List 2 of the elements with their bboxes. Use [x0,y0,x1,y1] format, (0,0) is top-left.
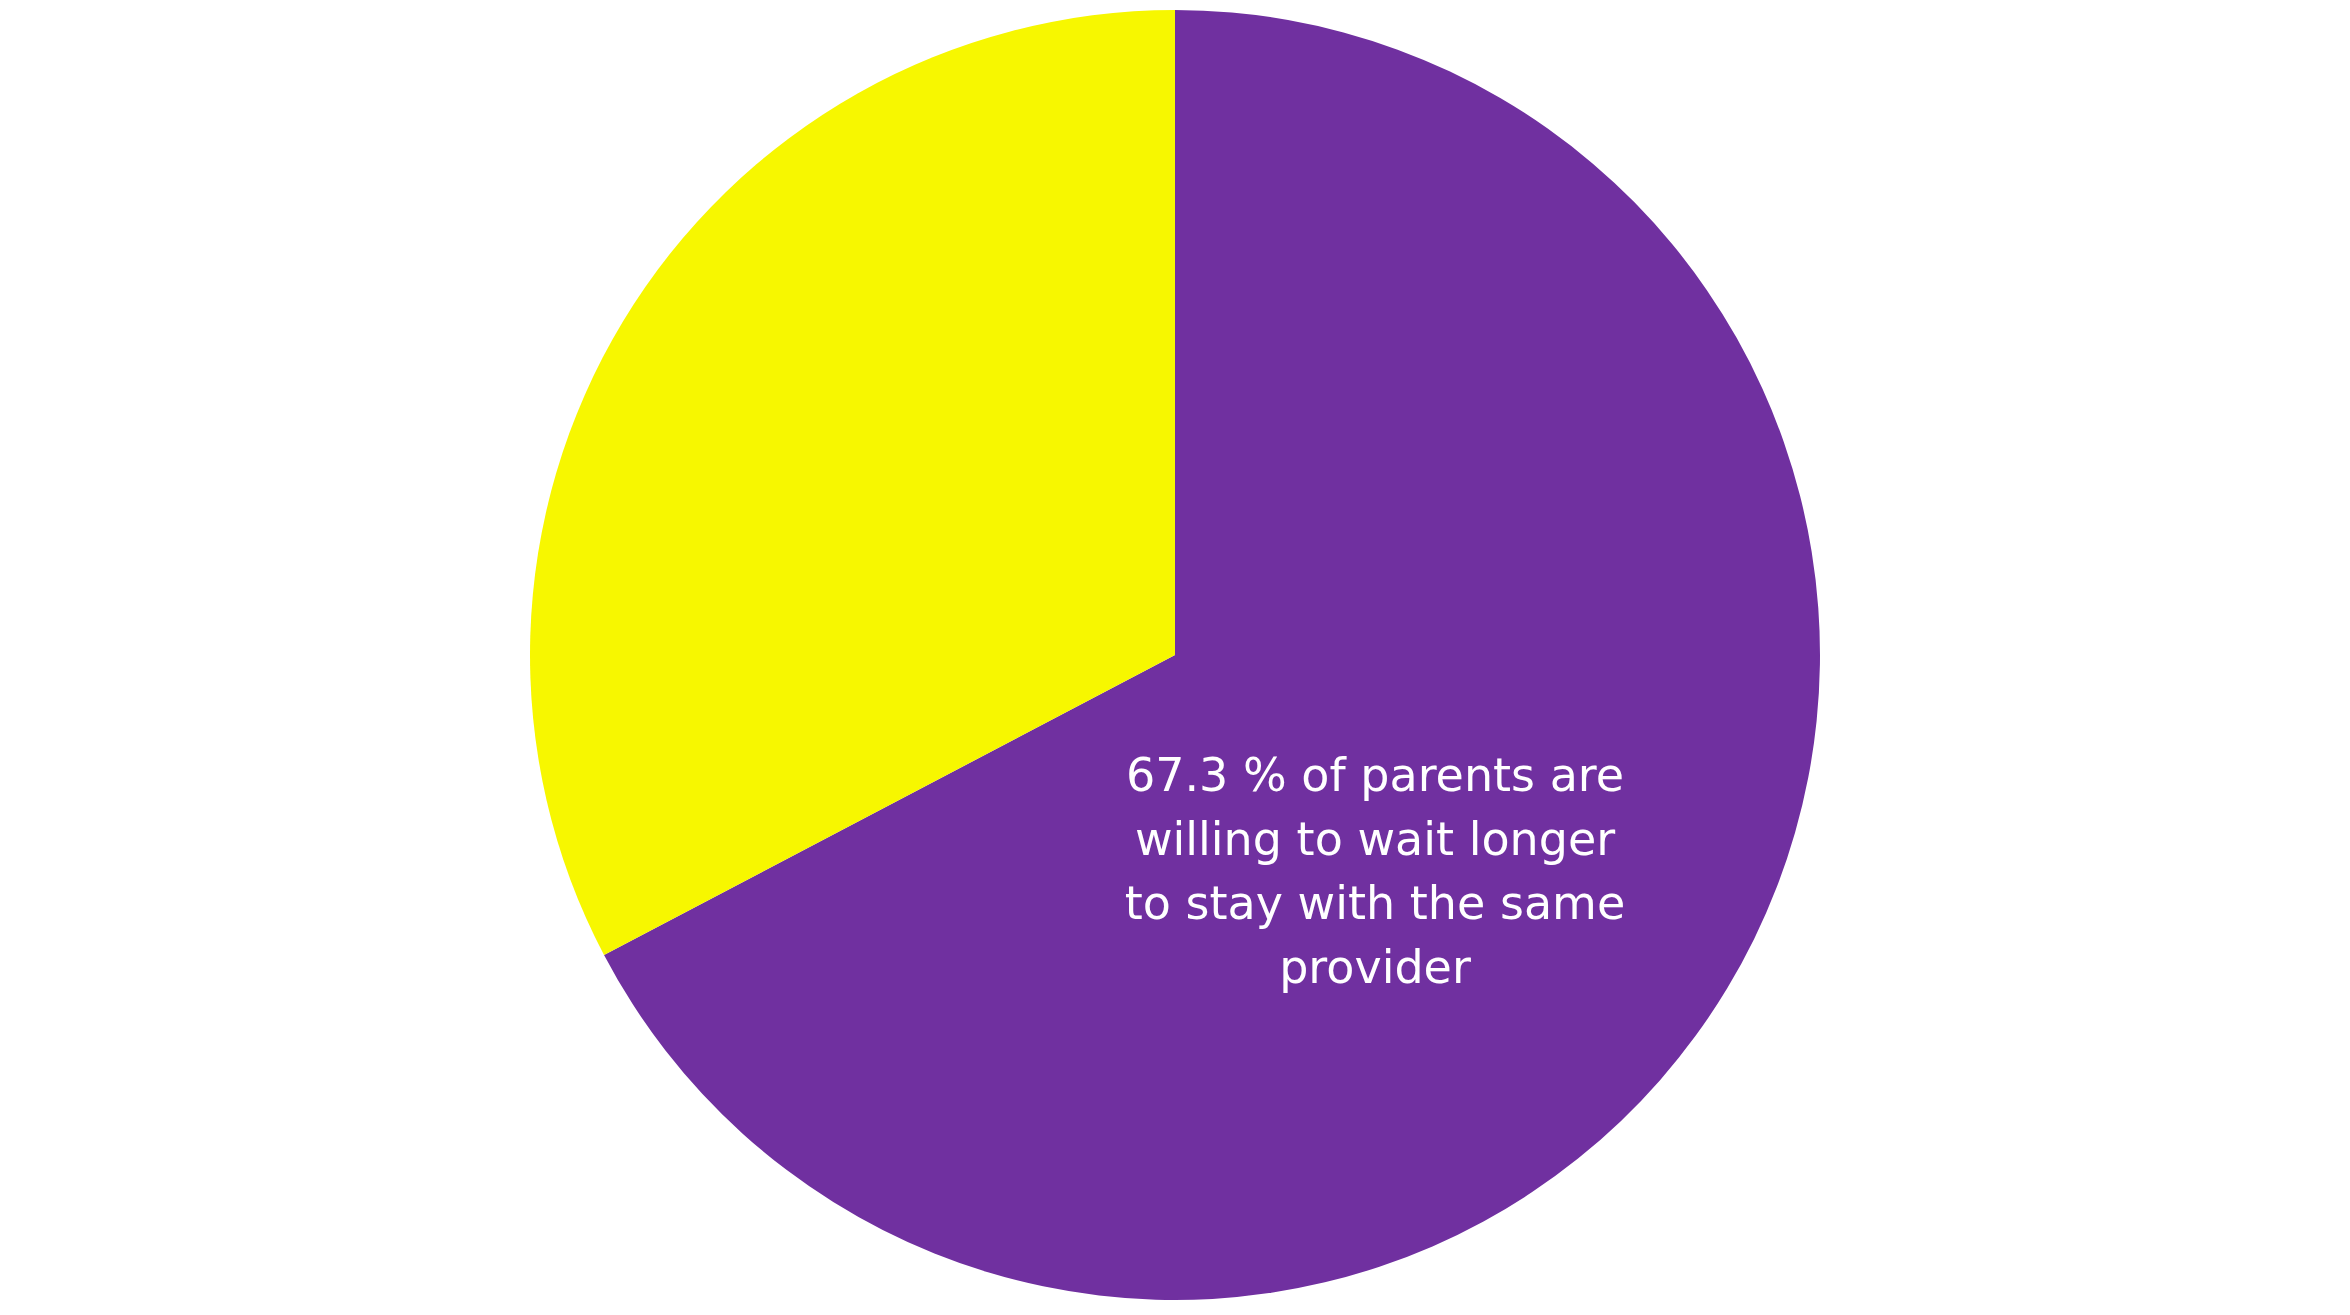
pie-slice [604,10,1820,1299]
text: 67.3 % of parents are willing to wait longer to stay with the same provider [1124,748,1626,994]
